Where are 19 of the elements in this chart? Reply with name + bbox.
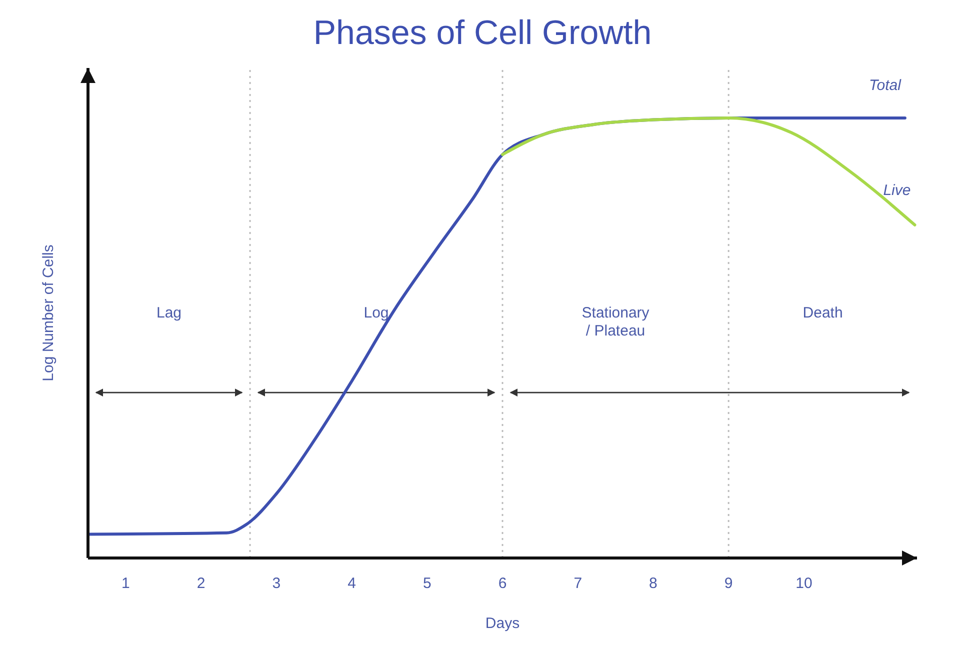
y-axis-title: Log Number of Cells: [40, 244, 57, 382]
x-tick-label: 6: [498, 575, 507, 592]
series-label: Live: [883, 182, 911, 199]
x-tick-label: 4: [348, 575, 356, 592]
x-tick-label: 2: [196, 575, 206, 592]
x-tick-label: 10: [796, 575, 812, 592]
x-tick-label: 1: [122, 575, 130, 592]
x-tick-label: 7: [574, 575, 582, 592]
chart-title: Phases of Cell Growth: [313, 14, 652, 52]
annotation: Log: [364, 304, 389, 322]
x-tick-label: 8: [649, 575, 658, 592]
x-tick-label: 9: [724, 575, 733, 592]
annotation: Stationary / Plateau: [582, 304, 650, 340]
x-tick-label: 3: [272, 575, 281, 592]
x-axis-title: Days: [485, 615, 520, 632]
series-label: Total: [868, 77, 902, 94]
annotation: Death: [802, 304, 843, 322]
x-tick-label: 5: [422, 575, 432, 592]
annotation: Lag: [156, 304, 182, 322]
